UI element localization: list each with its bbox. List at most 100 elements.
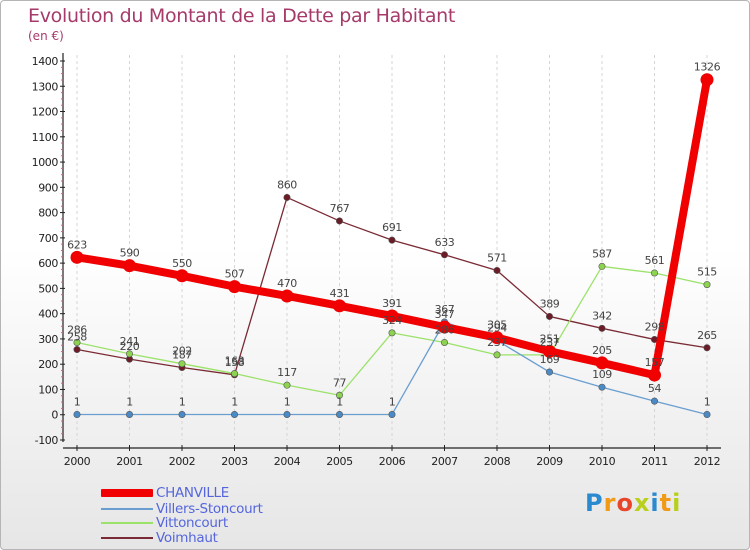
point-villers-stoncourt-2002 bbox=[178, 410, 186, 418]
point-vittoncourt-2005 bbox=[335, 391, 343, 399]
legend-item-villers-stoncourt: Villers-Stoncourt bbox=[101, 501, 263, 517]
data-label-vittoncourt-2008: 237 bbox=[487, 336, 507, 349]
data-label-chanville-2003: 507 bbox=[225, 268, 245, 281]
point-vittoncourt-2008 bbox=[493, 351, 501, 359]
x-tick-label-2010: 2010 bbox=[589, 455, 616, 468]
axis-layer: -100 0 100 200 300 400 500 600 700 800 900 1000 1100… bbox=[32, 53, 721, 468]
point-villers-stoncourt-2005 bbox=[335, 410, 343, 418]
point-chanville-2005 bbox=[333, 299, 346, 313]
legend-label-vittoncourt: Vittoncourt bbox=[156, 515, 228, 531]
point-vittoncourt-2011 bbox=[650, 269, 658, 277]
x-tick-label-2012: 2012 bbox=[694, 455, 720, 468]
data-label-voimhaut-2010: 342 bbox=[592, 309, 612, 322]
data-label-chanville-2009: 251 bbox=[540, 332, 560, 345]
y-tick-label: 1300 bbox=[32, 80, 59, 93]
point-villers-stoncourt-2006 bbox=[388, 410, 396, 418]
point-chanville-2007 bbox=[438, 320, 451, 334]
data-label-villers-stoncourt-2004: 1 bbox=[284, 395, 291, 408]
x-tick-label-2000: 2000 bbox=[64, 455, 91, 468]
point-villers-stoncourt-2011 bbox=[650, 397, 658, 405]
data-label-vittoncourt-2005: 77 bbox=[333, 376, 347, 389]
data-label-chanville-2010: 205 bbox=[592, 344, 612, 357]
point-villers-stoncourt-2009 bbox=[545, 368, 553, 376]
series-layer bbox=[70, 73, 714, 418]
x-tick-label-2003: 2003 bbox=[221, 455, 248, 468]
point-vittoncourt-2007 bbox=[440, 338, 448, 346]
legend-item-vittoncourt: Vittoncourt bbox=[101, 515, 228, 531]
legend-swatch-voimhaut bbox=[101, 537, 153, 539]
proxiti-logo: Proxiti bbox=[585, 489, 681, 517]
y-tick-label: 900 bbox=[38, 181, 58, 194]
data-label-voimhaut-2007: 633 bbox=[435, 236, 455, 249]
data-label-voimhaut-2004: 860 bbox=[277, 178, 297, 191]
data-label-chanville-2001: 590 bbox=[120, 247, 140, 260]
data-label-vittoncourt-2012: 515 bbox=[697, 266, 717, 279]
data-label-villers-stoncourt-2008: 294 bbox=[487, 321, 507, 334]
data-label-voimhaut-2008: 571 bbox=[487, 251, 507, 264]
y-tick-label: 500 bbox=[38, 282, 58, 295]
point-chanville-2002 bbox=[175, 269, 189, 283]
point-chanville-2000 bbox=[70, 250, 84, 264]
legend-swatch-chanville bbox=[101, 489, 153, 497]
point-chanville-2009 bbox=[543, 344, 556, 358]
y-tick-label: 400 bbox=[38, 308, 58, 321]
point-chanville-2006 bbox=[385, 309, 399, 323]
y-tick-label: 300 bbox=[38, 333, 58, 346]
point-villers-stoncourt-2001 bbox=[126, 410, 134, 418]
data-label-chanville-2006: 391 bbox=[382, 297, 402, 310]
point-voimhaut-2009 bbox=[545, 312, 553, 320]
x-tick-label-2011: 2011 bbox=[641, 455, 667, 468]
logo-letter: i bbox=[650, 489, 660, 517]
legend-label-voimhaut: Voimhaut bbox=[156, 530, 218, 546]
point-vittoncourt-2010 bbox=[598, 262, 606, 270]
point-villers-stoncourt-2010 bbox=[598, 383, 606, 391]
data-label-chanville-2002: 550 bbox=[172, 257, 192, 270]
chart-title: Evolution du Montant de la Dette par Hab… bbox=[28, 5, 456, 27]
x-tick-label-2001: 2001 bbox=[116, 455, 142, 468]
point-chanville-2004 bbox=[280, 289, 294, 303]
data-label-villers-stoncourt-2009: 169 bbox=[540, 353, 560, 366]
data-label-vittoncourt-2000: 286 bbox=[67, 323, 87, 336]
point-voimhaut-2006 bbox=[388, 236, 396, 244]
x-tick-label-2009: 2009 bbox=[536, 455, 563, 468]
data-label-chanville-2011: 157 bbox=[645, 356, 665, 369]
data-label-villers-stoncourt-2000: 1 bbox=[74, 395, 81, 408]
data-label-voimhaut-2002: 187 bbox=[172, 348, 192, 361]
data-label-vittoncourt-2010: 587 bbox=[592, 247, 612, 260]
data-label-chanville-2000: 623 bbox=[67, 238, 87, 251]
point-chanville-2003 bbox=[228, 280, 241, 294]
y-tick-label: 100 bbox=[38, 383, 58, 396]
legend-swatch-villers-stoncourt bbox=[101, 508, 153, 510]
legend-label-chanville: CHANVILLE bbox=[156, 485, 230, 501]
point-voimhaut-2012 bbox=[703, 344, 711, 352]
data-label-chanville-2008: 305 bbox=[487, 319, 507, 332]
data-label-villers-stoncourt-2012: 1 bbox=[704, 395, 711, 408]
grid-layer bbox=[76, 55, 708, 440]
x-tick-label-2004: 2004 bbox=[274, 455, 301, 468]
data-label-vittoncourt-2004: 117 bbox=[277, 366, 297, 379]
value-label-layer: 258 220 187 158 860 767 691 633 571 389 342 298 265 2… bbox=[67, 61, 721, 409]
point-vittoncourt-2002 bbox=[178, 360, 186, 368]
point-chanville-2008 bbox=[490, 331, 504, 345]
data-label-voimhaut-2003: 158 bbox=[225, 356, 245, 369]
logo-letter: o bbox=[616, 489, 634, 517]
x-tick-label-2002: 2002 bbox=[169, 455, 195, 468]
point-villers-stoncourt-2000 bbox=[73, 410, 81, 418]
data-label-vittoncourt-2006: 324 bbox=[382, 314, 402, 327]
x-tick-label-2008: 2008 bbox=[484, 455, 511, 468]
point-chanville-2010 bbox=[595, 356, 609, 370]
data-label-villers-stoncourt-2010: 109 bbox=[592, 368, 612, 381]
data-label-chanville-2005: 431 bbox=[330, 287, 350, 300]
chart-subtitle: (en €) bbox=[28, 29, 64, 43]
point-chanville-2012 bbox=[700, 73, 714, 87]
y-tick-label: 700 bbox=[38, 232, 58, 245]
data-label-vittoncourt-2007: 286 bbox=[435, 323, 455, 336]
point-chanville-2001 bbox=[123, 259, 136, 273]
x-tick-label-2007: 2007 bbox=[431, 455, 458, 468]
point-voimhaut-2005 bbox=[335, 217, 343, 225]
data-label-vittoncourt-2009: 237 bbox=[540, 336, 560, 349]
data-label-villers-stoncourt-2006: 1 bbox=[389, 395, 396, 408]
data-label-voimhaut-2001: 220 bbox=[120, 340, 140, 353]
data-label-villers-stoncourt-2001: 1 bbox=[126, 395, 133, 408]
legend-item-chanville: CHANVILLE bbox=[101, 485, 230, 501]
